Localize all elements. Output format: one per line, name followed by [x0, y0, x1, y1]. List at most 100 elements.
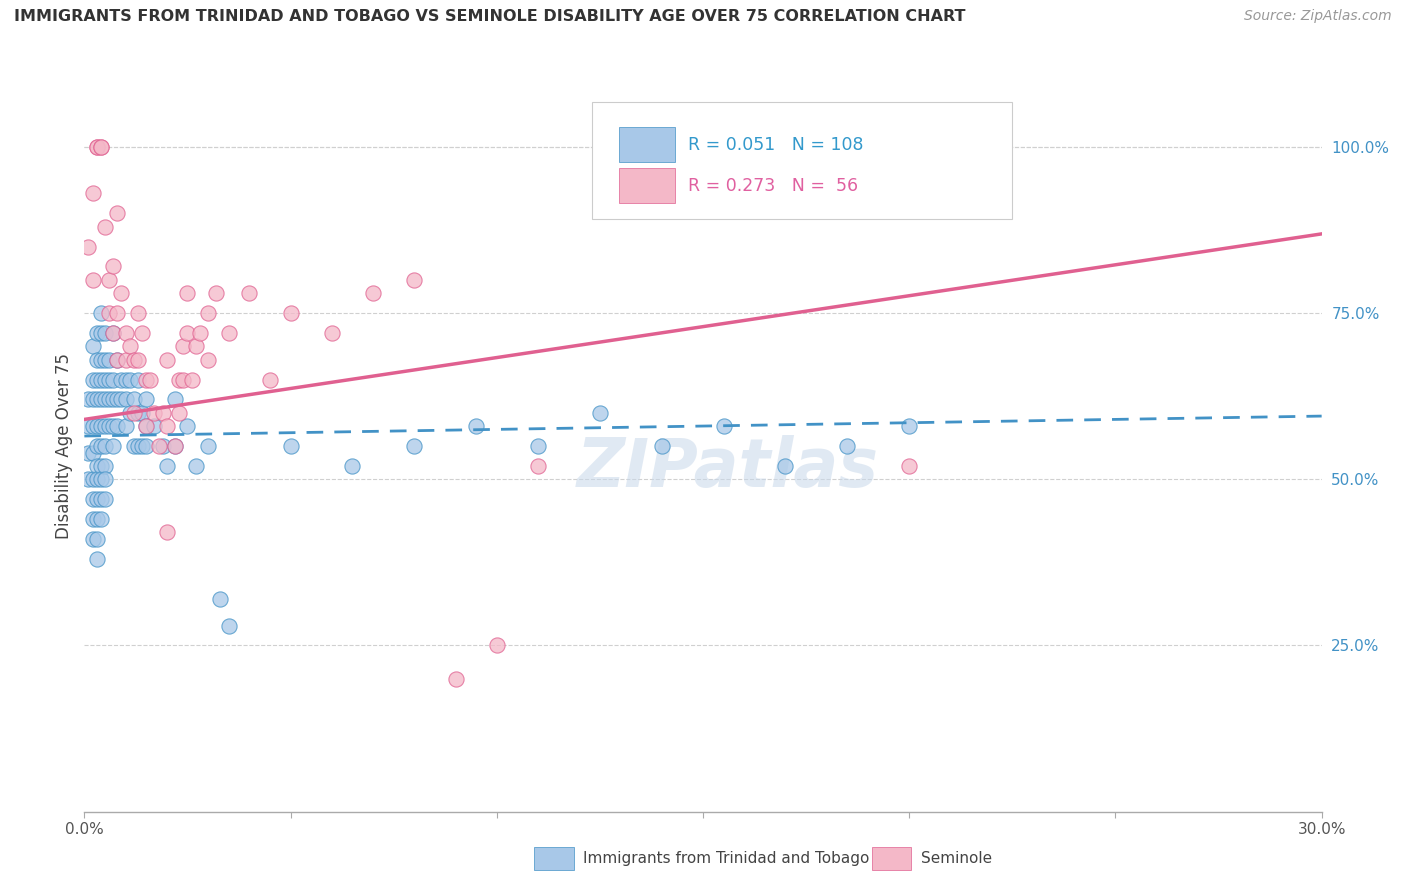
- Point: [114, 419, 136, 434]
- Point: [114, 326, 136, 340]
- Point: [321, 326, 343, 340]
- Point: [127, 372, 149, 386]
- Point: [82, 532, 104, 546]
- Point: [197, 439, 219, 453]
- Text: ZIPatlas: ZIPatlas: [576, 435, 879, 501]
- Point: [156, 458, 179, 473]
- Point: [105, 392, 128, 407]
- Point: [118, 372, 141, 386]
- Point: [444, 672, 467, 686]
- Point: [176, 326, 198, 340]
- Point: [82, 339, 104, 353]
- Point: [82, 512, 104, 526]
- FancyBboxPatch shape: [592, 103, 1012, 219]
- Point: [90, 512, 112, 526]
- Point: [218, 618, 240, 632]
- Point: [152, 406, 174, 420]
- Point: [342, 458, 364, 473]
- Point: [90, 472, 112, 486]
- Point: [94, 472, 117, 486]
- Point: [361, 286, 384, 301]
- Point: [77, 472, 100, 486]
- Point: [280, 439, 302, 453]
- Point: [898, 419, 921, 434]
- Point: [184, 339, 207, 353]
- Point: [98, 352, 121, 367]
- Point: [131, 406, 153, 420]
- Point: [118, 406, 141, 420]
- Point: [775, 458, 797, 473]
- Point: [114, 372, 136, 386]
- Point: [139, 372, 162, 386]
- Point: [103, 326, 125, 340]
- Point: [82, 492, 104, 507]
- Point: [188, 326, 211, 340]
- Point: [165, 439, 187, 453]
- Text: Immigrants from Trinidad and Tobago: Immigrants from Trinidad and Tobago: [583, 852, 870, 866]
- Point: [90, 140, 112, 154]
- Point: [238, 286, 260, 301]
- Point: [485, 639, 508, 653]
- Point: [404, 439, 426, 453]
- Point: [259, 372, 281, 386]
- Point: [82, 186, 104, 201]
- Point: [94, 392, 117, 407]
- Point: [110, 286, 132, 301]
- Point: [86, 439, 108, 453]
- Point: [94, 458, 117, 473]
- Point: [98, 419, 121, 434]
- Point: [105, 306, 128, 320]
- Point: [205, 286, 228, 301]
- Point: [122, 392, 145, 407]
- Point: [86, 458, 108, 473]
- Point: [589, 406, 612, 420]
- Point: [898, 458, 921, 473]
- Point: [90, 419, 112, 434]
- Point: [131, 326, 153, 340]
- Point: [167, 372, 190, 386]
- Point: [86, 419, 108, 434]
- Point: [197, 352, 219, 367]
- Point: [172, 339, 194, 353]
- Point: [135, 419, 157, 434]
- Point: [90, 439, 112, 453]
- Point: [86, 532, 108, 546]
- Text: R = 0.051   N = 108: R = 0.051 N = 108: [688, 136, 863, 153]
- Point: [90, 458, 112, 473]
- Point: [122, 439, 145, 453]
- Point: [114, 352, 136, 367]
- Point: [184, 458, 207, 473]
- Point: [143, 419, 166, 434]
- Point: [837, 439, 859, 453]
- Point: [651, 439, 673, 453]
- Point: [127, 306, 149, 320]
- Point: [77, 419, 100, 434]
- Point: [90, 492, 112, 507]
- Point: [90, 326, 112, 340]
- Point: [127, 406, 149, 420]
- Point: [197, 306, 219, 320]
- Point: [94, 492, 117, 507]
- Point: [82, 372, 104, 386]
- Point: [404, 273, 426, 287]
- Point: [156, 525, 179, 540]
- Point: [713, 419, 735, 434]
- Point: [103, 326, 125, 340]
- Point: [82, 445, 104, 459]
- Text: Source: ZipAtlas.com: Source: ZipAtlas.com: [1244, 9, 1392, 23]
- Point: [527, 458, 550, 473]
- Point: [103, 392, 125, 407]
- Point: [86, 372, 108, 386]
- Point: [90, 352, 112, 367]
- Point: [82, 472, 104, 486]
- Point: [122, 406, 145, 420]
- Point: [94, 326, 117, 340]
- Point: [131, 439, 153, 453]
- Y-axis label: Disability Age Over 75: Disability Age Over 75: [55, 353, 73, 539]
- Point: [209, 591, 232, 606]
- Point: [77, 392, 100, 407]
- Point: [86, 140, 108, 154]
- Point: [94, 419, 117, 434]
- Point: [86, 492, 108, 507]
- Point: [82, 273, 104, 287]
